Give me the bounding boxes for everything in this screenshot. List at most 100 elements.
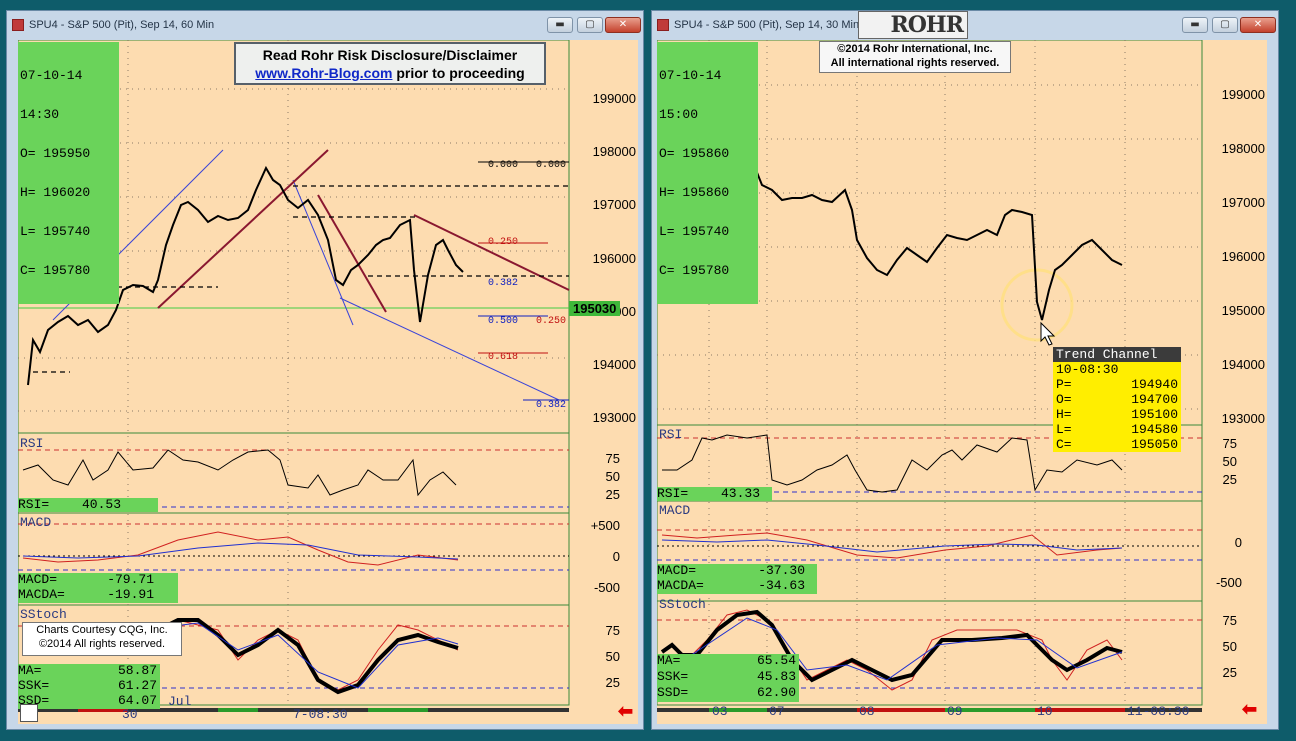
info-time: 14:30 [20, 107, 60, 122]
rsi-level: 25 [1222, 472, 1237, 487]
y-axis-label: 195000 [1221, 303, 1265, 318]
info-low-value: 195740 [43, 224, 91, 239]
scroll-left-arrow-icon[interactable]: ⬅ [1242, 699, 1258, 719]
tooltip-title: Trend Channel [1053, 347, 1181, 362]
y-axis-label: 199000 [592, 91, 636, 106]
info-close-value: 195780 [43, 263, 91, 278]
rsi-value: 40.53 [82, 497, 122, 512]
macda-row: MACDA= -34.63 [657, 579, 817, 594]
sstoch-title: SStoch [659, 597, 706, 612]
macd-level: -500 [1215, 575, 1242, 590]
ssk-label: SSK= [18, 678, 50, 693]
disclaimer-banner: Read Rohr Risk Disclosure/Disclaimer www… [234, 42, 546, 85]
y-axis-label: 194000 [1221, 357, 1265, 372]
close-button[interactable]: ✕ [1240, 17, 1276, 33]
disclaimer-title: Read Rohr Risk Disclosure/Disclaimer [262, 47, 518, 63]
info-open-value: 195860 [682, 146, 730, 161]
info-date: 07-10-14 [659, 68, 722, 83]
tooltip-value: 194940 [1131, 377, 1178, 392]
y-axis-label: 193000 [592, 410, 636, 425]
fib-label: 0.000 [536, 160, 567, 171]
chart-area[interactable]: 07-10-14 14:30 O= 195950 H= 196020 L= 19… [18, 40, 638, 724]
chart-corner-button[interactable] [20, 704, 38, 722]
rsi-title: RSI [20, 436, 44, 451]
sstoch-row: SSK= 61.27 [18, 679, 160, 694]
tooltip-key: L= [1056, 422, 1072, 437]
ssk-value: 45.83 [756, 669, 796, 684]
macda-value: -19.91 [107, 587, 154, 602]
macda-label: MACDA= [18, 587, 65, 602]
rsi-level: 25 [605, 487, 620, 502]
left-chart-window[interactable]: SPU4 - S&P 500 (Pit), Sep 14, 60 Min ▬ ▢… [6, 10, 644, 730]
info-close-label: C= [20, 263, 36, 278]
sstoch-title: SStoch [20, 607, 67, 622]
sstoch-row: MA= 58.87 [18, 664, 160, 679]
ohlc-info-box: 07-10-14 14:30 O= 195950 H= 196020 L= 19… [18, 42, 119, 304]
sstoch-level: 50 [1222, 639, 1237, 654]
window-title: SPU4 - S&P 500 (Pit), Sep 14, 30 Min [674, 19, 860, 31]
ma-value: 65.54 [756, 653, 796, 668]
rsi-level: 75 [1222, 436, 1237, 451]
info-high-label: H= [20, 185, 36, 200]
close-button[interactable]: ✕ [605, 17, 641, 33]
info-low: L= 195740 [659, 225, 756, 238]
tooltip-value: 194700 [1131, 392, 1178, 407]
sstoch-level: 25 [605, 675, 620, 690]
tooltip-date: 10-08:30 [1056, 362, 1119, 377]
ssd-value: 64.07 [117, 693, 157, 708]
title-bar[interactable]: SPU4 - S&P 500 (Pit), Sep 14, 60 Min ▬ ▢… [7, 11, 643, 39]
x-axis-label: 7-08:30 [293, 707, 348, 722]
info-close: C= 195780 [659, 264, 756, 277]
tooltip-value: 194580 [1131, 422, 1178, 437]
app-icon [657, 19, 669, 31]
info-open: O= 195950 [20, 147, 117, 160]
fib-label: 0.250 [536, 316, 567, 327]
macd-level: +500 [590, 518, 620, 533]
last-price-tag: 195030 [569, 301, 621, 316]
sstoch-value-box: MA= 58.87 SSK= 61.27 SSD= 64.07 [18, 664, 160, 709]
fib-label: 0.618 [488, 352, 519, 363]
sstoch-level: 75 [605, 623, 620, 638]
rsi-value: 43.33 [721, 486, 761, 501]
macd-level: 0 [612, 549, 620, 564]
info-open: O= 195860 [659, 147, 756, 160]
x-axis-label: 03 [712, 704, 728, 719]
ssd-value: 62.90 [756, 685, 796, 700]
minimize-button[interactable]: ▬ [1182, 17, 1208, 33]
rohr-logo: ROHR [858, 11, 968, 39]
copyright-line1: ©2014 Rohr International, Inc. [837, 43, 993, 55]
ssk-label: SSK= [657, 669, 689, 684]
disclaimer-suffix: prior to proceeding [396, 65, 525, 81]
right-chart-window[interactable]: SPU4 - S&P 500 (Pit), Sep 14, 30 Min ROH… [651, 10, 1279, 730]
y-axis-label: 196000 [1221, 249, 1265, 264]
month-label: Jul [168, 694, 192, 709]
info-low-label: L= [20, 224, 36, 239]
rsi-level: 75 [605, 451, 620, 466]
tooltip-key: O= [1056, 392, 1072, 407]
sstoch-row: SSD= 64.07 [18, 694, 160, 709]
info-high: H= 195860 [659, 186, 756, 199]
app-icon [12, 19, 24, 31]
tooltip-row: H= 195100 [1053, 407, 1181, 422]
rohr-copyright-box: ©2014 Rohr International, Inc. All inter… [819, 41, 1011, 73]
chart-area[interactable]: ©2014 Rohr International, Inc. All inter… [657, 40, 1267, 724]
y-axis-label: 194000 [592, 357, 636, 372]
courtesy-line2: ©2014 All rights reserved. [38, 638, 166, 650]
scroll-left-arrow-icon[interactable]: ⬅ [618, 701, 634, 721]
tooltip-row: O= 194700 [1053, 392, 1181, 407]
rsi-title: RSI [659, 427, 683, 442]
sstoch-level: 50 [605, 649, 620, 664]
rohr-blog-link[interactable]: www.Rohr-Blog.com [255, 65, 393, 81]
y-axis-label: 198000 [1221, 141, 1265, 156]
info-time: 15:00 [659, 107, 699, 122]
restore-button[interactable]: ▢ [1212, 17, 1238, 33]
fib-label: 0.382 [488, 278, 519, 289]
tooltip-value: 195050 [1131, 437, 1178, 452]
rsi-label: RSI= [18, 497, 50, 512]
title-bar[interactable]: SPU4 - S&P 500 (Pit), Sep 14, 30 Min ROH… [652, 11, 1278, 39]
rsi-value-box: RSI= 40.53 [18, 498, 158, 512]
minimize-button[interactable]: ▬ [547, 17, 573, 33]
restore-button[interactable]: ▢ [577, 17, 603, 33]
mouse-cursor-icon [1040, 321, 1056, 346]
info-high: H= 196020 [20, 186, 117, 199]
